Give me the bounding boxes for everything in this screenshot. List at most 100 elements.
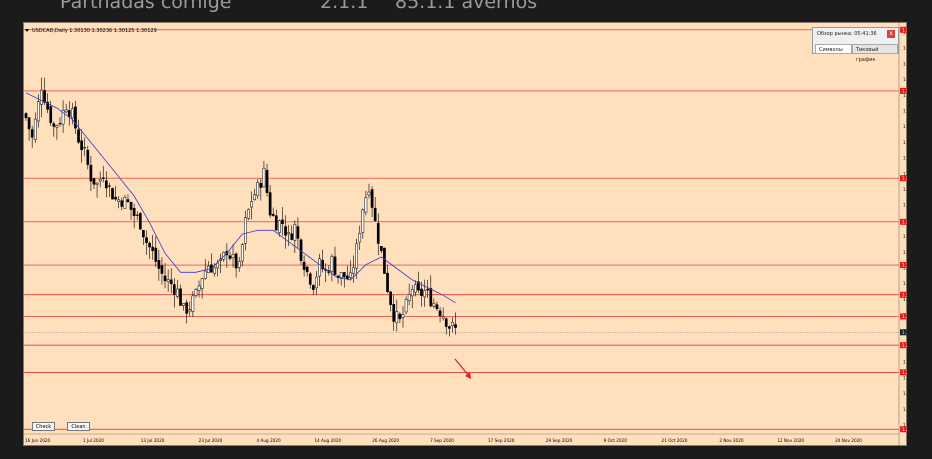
candle xyxy=(114,185,117,202)
candle xyxy=(250,191,253,220)
close-icon[interactable]: x xyxy=(887,30,895,38)
tab-symbols[interactable]: Символы xyxy=(815,44,852,54)
date-axis-label: 16 Jun 2020 xyxy=(25,438,51,443)
candle xyxy=(225,243,229,268)
candle xyxy=(92,178,96,190)
price-axis-label: 1.34520 xyxy=(903,171,907,176)
candle xyxy=(163,262,167,289)
candle xyxy=(407,283,411,306)
candle xyxy=(312,284,315,296)
price-axis-label: 1.31150 xyxy=(903,297,907,302)
market-watch-title: Обзор рынка: 05:41:36 xyxy=(817,31,877,37)
candle xyxy=(43,77,46,105)
candle xyxy=(86,145,90,170)
candle xyxy=(420,281,423,307)
candle xyxy=(364,190,368,216)
chart-symbol-title: USDCAD,Daily 1.30130 1.30236 1.30125 1.3… xyxy=(32,28,157,34)
candle xyxy=(80,129,83,163)
price-chart[interactable]: 1.38050 1.37800 1.37460 1.37040 1.36620 1.362… xyxy=(23,22,907,446)
candle xyxy=(247,208,250,221)
level-price-tag: 1.34164 xyxy=(900,175,907,182)
candle xyxy=(296,217,300,248)
svg-text:1.34164: 1.34164 xyxy=(902,176,907,181)
price-axis-label: 1.32830 xyxy=(903,234,907,239)
candle xyxy=(74,100,77,134)
candle xyxy=(287,224,290,247)
candle xyxy=(89,155,93,192)
candle xyxy=(432,298,436,309)
price-axis-label: 1.37800 xyxy=(903,46,907,51)
candle xyxy=(262,160,266,188)
candle xyxy=(274,209,278,231)
candle xyxy=(237,256,241,272)
candle xyxy=(423,279,426,307)
candle xyxy=(244,210,247,251)
price-axis-label: 1.28620 xyxy=(903,391,907,396)
candle xyxy=(451,317,454,333)
toolbar-item[interactable]: Partnadas cornige xyxy=(60,0,232,13)
date-axis-label: 9 Oct 2020 xyxy=(604,438,628,443)
candle xyxy=(176,279,179,299)
candle xyxy=(321,249,324,273)
candle xyxy=(154,236,158,268)
date-axis-label: 2 Nov 2020 xyxy=(719,438,743,443)
candle xyxy=(126,194,130,204)
price-axis-label: 1.35780 xyxy=(903,124,907,129)
candle xyxy=(27,116,31,141)
toolbar-item[interactable]: 2.1.1 xyxy=(320,0,369,13)
candle xyxy=(95,181,99,198)
candle xyxy=(228,251,232,261)
candle xyxy=(111,187,114,200)
svg-text:1.29080: 1.29080 xyxy=(902,370,907,375)
price-axis-label: 1.27780 xyxy=(903,423,907,428)
candle xyxy=(441,307,445,321)
candle xyxy=(182,302,185,311)
candle xyxy=(120,197,124,211)
candle xyxy=(30,125,34,148)
date-axis-label: 29 Sep 2020 xyxy=(546,438,573,443)
candle xyxy=(148,241,151,260)
candle xyxy=(219,253,223,274)
candle xyxy=(160,257,164,285)
candle xyxy=(349,260,352,281)
candle xyxy=(376,213,380,256)
level-price-tag: 1.31890 xyxy=(900,262,907,269)
candle xyxy=(293,220,297,253)
collapse-triangle-icon[interactable] xyxy=(25,29,29,32)
candle xyxy=(179,284,182,306)
candle xyxy=(271,207,275,217)
date-axis-label: 23 Jul 2020 xyxy=(199,438,223,443)
date-axis-label: 1 Jul 2020 xyxy=(83,438,104,443)
candle xyxy=(355,238,358,279)
candle xyxy=(438,307,442,323)
candle xyxy=(417,271,420,293)
svg-text:1.33022: 1.33022 xyxy=(902,219,907,224)
candle xyxy=(197,280,201,298)
candle xyxy=(77,119,80,145)
tab-tick-chart[interactable]: Тиковый график xyxy=(852,44,898,63)
candle xyxy=(172,278,176,308)
candle xyxy=(324,263,328,283)
price-axis-label: 1.37040 xyxy=(903,77,907,82)
candle xyxy=(327,264,331,276)
candle xyxy=(426,279,430,299)
candle xyxy=(447,325,451,337)
candle xyxy=(71,102,74,125)
price-axis-label: 1.34940 xyxy=(903,156,907,161)
arrow-down-right-icon xyxy=(454,358,471,379)
candle xyxy=(333,246,337,276)
candle xyxy=(398,312,402,324)
candle xyxy=(203,259,207,280)
candle xyxy=(339,272,343,286)
clean-button[interactable]: Clean xyxy=(67,422,90,431)
candle xyxy=(58,117,62,127)
candle xyxy=(145,230,148,255)
candle xyxy=(278,219,281,237)
date-axis-label: 17 Sep 2020 xyxy=(488,438,515,443)
toolbar-item[interactable]: 85.1.1 avernos xyxy=(395,0,538,13)
svg-text:1.38050: 1.38050 xyxy=(902,27,907,32)
candle xyxy=(64,103,68,114)
candle xyxy=(429,275,433,308)
check-button[interactable]: Check xyxy=(32,422,55,431)
date-axis-label: 24 Nov 2020 xyxy=(835,438,862,443)
